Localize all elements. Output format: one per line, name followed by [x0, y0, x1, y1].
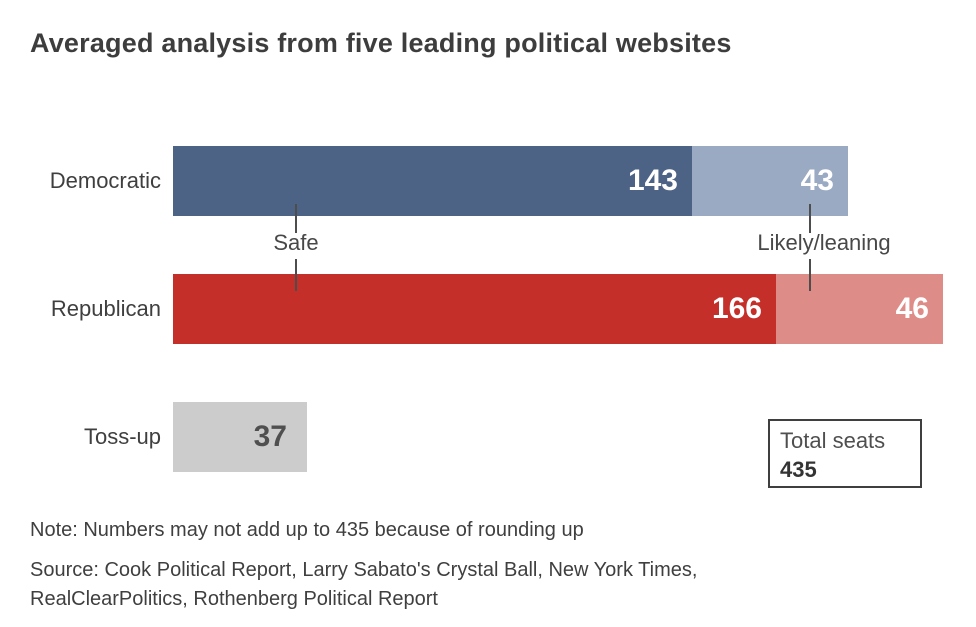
likely-callout-label: Likely/leaning [757, 230, 891, 255]
chart-source-line-2: RealClearPolitics, Rothenberg Political … [30, 588, 438, 610]
total-seats-label: Total seats [780, 428, 886, 453]
bar-republican: 166 46 [173, 274, 943, 344]
value-democratic-safe: 143 [627, 164, 678, 197]
likely-callout-line-bottom [809, 259, 811, 291]
bar-row-republican: Republican 166 46 [0, 274, 976, 344]
bar-row-tossup: Toss-up 37 [0, 402, 976, 472]
bar-segment-tossup: 37 [173, 402, 307, 472]
value-democratic-likely: 43 [800, 164, 834, 197]
safe-callout-label: Safe [273, 230, 319, 255]
row-label-democratic: Democratic [49, 168, 161, 193]
bar-row-democratic: Democratic 143 43 [0, 146, 976, 216]
value-republican-likely: 46 [895, 292, 929, 325]
total-seats-value: 435 [780, 457, 817, 482]
bar-segment-democratic-safe: 143 [173, 146, 692, 216]
safe-callout-line-bottom [295, 259, 297, 291]
bar-segment-republican-safe: 166 [173, 274, 776, 344]
chart-source: Source: Cook Political Report, Larry Sab… [30, 556, 697, 614]
bar-segment-republican-likely: 46 [776, 274, 943, 344]
row-label-tossup: Toss-up [83, 424, 161, 449]
safe-callout-line-top [295, 204, 297, 233]
bar-tossup: 37 [173, 402, 307, 472]
chart-note: Note: Numbers may not add up to 435 beca… [30, 519, 584, 541]
bar-democratic: 143 43 [173, 146, 848, 216]
bar-segment-democratic-likely: 43 [692, 146, 848, 216]
likely-callout-line-top [809, 204, 811, 233]
chart-title: Averaged analysis from five leading poli… [30, 28, 732, 58]
value-tossup: 37 [253, 420, 287, 453]
value-republican-safe: 166 [711, 292, 762, 325]
row-label-republican: Republican [50, 296, 161, 321]
chart-source-line-1: Source: Cook Political Report, Larry Sab… [30, 559, 698, 581]
total-seats-box: Total seats 435 [768, 419, 922, 488]
